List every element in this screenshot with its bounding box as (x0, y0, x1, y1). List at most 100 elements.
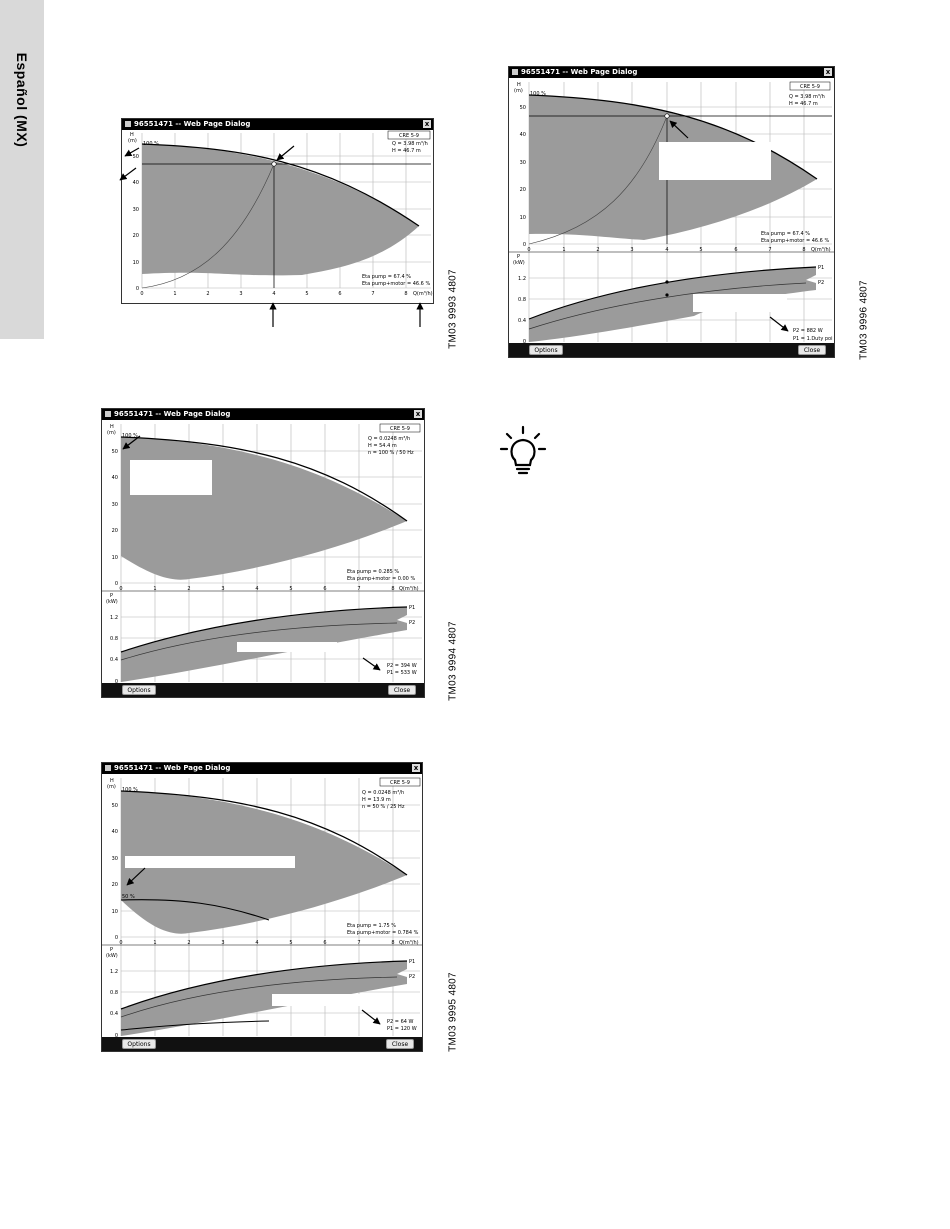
svg-text:P: P (517, 254, 520, 260)
system-curve (141, 163, 275, 289)
svg-text:(m): (m) (107, 430, 116, 436)
dialog-titlebar: 96551471 -- Web Page Dialog x (102, 763, 422, 774)
svg-text:3: 3 (221, 586, 224, 592)
close-button[interactable]: Close (798, 345, 826, 355)
close-icon[interactable]: x (412, 764, 420, 772)
svg-text:50: 50 (133, 154, 139, 160)
p1-curve (120, 960, 408, 1010)
svg-text:P: P (110, 593, 113, 599)
svg-text:P2: P2 (409, 620, 415, 626)
lightbulb-icon (499, 425, 547, 475)
pump-label: CRE 5-9 (390, 426, 410, 432)
svg-text:0: 0 (523, 339, 526, 344)
p2-curve (528, 282, 807, 330)
window-icon (512, 69, 518, 75)
svg-text:40: 40 (112, 475, 118, 481)
svg-text:P1: P1 (409, 959, 415, 965)
svg-text:20: 20 (112, 882, 118, 888)
max-curve (120, 436, 408, 522)
reduced-p-curve (120, 1020, 270, 1031)
svg-text:1: 1 (153, 940, 156, 946)
options-button[interactable]: Options (122, 1039, 156, 1049)
svg-text:30: 30 (112, 502, 118, 508)
dialog-titlebar: 96551471 -- Web Page Dialog x (102, 409, 424, 420)
svg-text:Eta pump = 0.285 %: Eta pump = 0.285 % (347, 569, 399, 575)
svg-text:8: 8 (391, 940, 394, 946)
close-icon[interactable]: x (423, 120, 431, 128)
pump-label: CRE 5-9 (399, 133, 419, 139)
svg-text:Eta pump+motor = 0.784 %: Eta pump+motor = 0.784 % (347, 930, 419, 936)
svg-text:P2: P2 (409, 974, 415, 980)
svg-text:Q = 0.0248 m³/h: Q = 0.0248 m³/h (368, 436, 410, 442)
svg-text:P2 = 64 W: P2 = 64 W (387, 1019, 414, 1025)
svg-text:1: 1 (173, 291, 176, 297)
svg-text:0: 0 (119, 940, 122, 946)
close-button[interactable]: Close (388, 685, 416, 695)
svg-text:50: 50 (112, 803, 118, 809)
svg-text:Q(m³/h): Q(m³/h) (399, 940, 419, 946)
close-icon[interactable]: x (824, 68, 832, 76)
duty-point[interactable] (271, 161, 277, 167)
svg-text:(kW): (kW) (106, 599, 118, 605)
svg-text:0: 0 (115, 679, 118, 684)
web-page-dialog: 96551471 -- Web Page Dialog x H (m) (101, 762, 423, 1052)
figure-code: TM03 9993 4807 (447, 269, 459, 349)
svg-text:20: 20 (133, 233, 139, 239)
svg-text:30: 30 (133, 207, 139, 213)
p2-curve (120, 976, 398, 1018)
svg-text:0: 0 (115, 1033, 118, 1038)
pump-label: CRE 5-9 (800, 84, 820, 90)
svg-text:3: 3 (221, 940, 224, 946)
svg-text:7: 7 (371, 291, 374, 297)
dialog-footer: Options Close (509, 343, 834, 357)
svg-text:0.8: 0.8 (110, 990, 118, 996)
speed-label: 100 % (530, 91, 546, 97)
svg-text:5: 5 (305, 291, 308, 297)
svg-text:P1 = 1.Duty poi: P1 = 1.Duty poi (793, 336, 833, 342)
svg-text:4: 4 (255, 940, 258, 946)
svg-text:1.2: 1.2 (110, 969, 118, 975)
svg-text:H = 46.7 m: H = 46.7 m (392, 148, 421, 154)
svg-text:0.8: 0.8 (110, 636, 118, 642)
svg-text:Q = 3.98 m³/h: Q = 3.98 m³/h (392, 141, 428, 147)
svg-text:(kW): (kW) (106, 953, 118, 959)
svg-text:6: 6 (338, 291, 341, 297)
svg-text:Q(m³/h): Q(m³/h) (399, 586, 419, 592)
speed-label: 100 % (143, 141, 159, 147)
svg-text:H: H (110, 778, 114, 784)
svg-text:5: 5 (289, 586, 292, 592)
svg-text:40: 40 (520, 132, 526, 138)
options-button[interactable]: Options (529, 345, 563, 355)
dialog-footer: Options Close (102, 683, 424, 697)
svg-text:3: 3 (630, 247, 633, 253)
p1-point (665, 280, 669, 284)
svg-text:4: 4 (255, 586, 258, 592)
duty-point[interactable] (664, 113, 670, 119)
svg-text:0: 0 (140, 291, 143, 297)
svg-text:P2 = 394 W: P2 = 394 W (387, 663, 417, 669)
svg-text:3: 3 (239, 291, 242, 297)
svg-text:P1: P1 (409, 605, 415, 611)
svg-text:7: 7 (357, 586, 360, 592)
close-icon[interactable]: x (414, 410, 422, 418)
svg-text:40: 40 (133, 180, 139, 186)
svg-text:0.4: 0.4 (110, 1011, 118, 1017)
svg-text:0.4: 0.4 (110, 657, 118, 663)
svg-text:0.4: 0.4 (518, 318, 526, 324)
svg-text:0: 0 (115, 935, 118, 941)
window-icon (125, 121, 131, 127)
system-curve (528, 115, 668, 245)
dialog-title: 96551471 -- Web Page Dialog (114, 764, 231, 772)
svg-text:1: 1 (562, 247, 565, 253)
options-button[interactable]: Options (122, 685, 156, 695)
svg-text:40: 40 (112, 829, 118, 835)
svg-text:6: 6 (734, 247, 737, 253)
svg-text:(m): (m) (128, 138, 137, 144)
svg-text:50: 50 (520, 105, 526, 111)
close-button[interactable]: Close (386, 1039, 414, 1049)
pump-label: CRE 5-9 (390, 780, 410, 786)
svg-text:6: 6 (323, 586, 326, 592)
svg-text:6: 6 (323, 940, 326, 946)
max-curve (120, 790, 408, 876)
figure-code: TM03 9994 4807 (447, 621, 459, 701)
